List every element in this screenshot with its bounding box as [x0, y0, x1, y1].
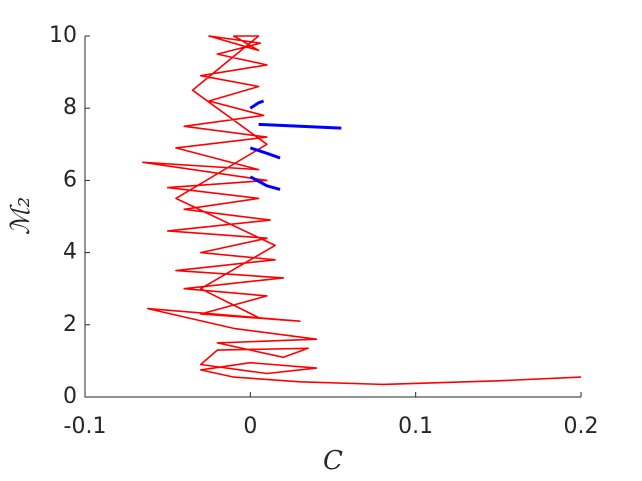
axes-frame [84, 36, 581, 398]
x-tick-label: 0.1 [398, 414, 433, 439]
data-line [249, 99, 342, 191]
x-axis-label: C [323, 446, 343, 476]
x-tick-label: 0 [243, 414, 257, 439]
data-line [142, 35, 582, 386]
x-tick-label: -0.1 [64, 414, 107, 439]
y-tick-label: 0 [63, 384, 77, 409]
y-tick-label: 8 [63, 95, 77, 120]
y-tick-label: 6 [63, 167, 77, 192]
x-tick-label: 0.2 [564, 414, 599, 439]
y-tick-label: 4 [63, 240, 77, 265]
y-tick-label: 10 [49, 23, 77, 48]
y-axis-label: ℳ₂ [6, 197, 36, 235]
y-tick-label: 2 [63, 312, 77, 337]
